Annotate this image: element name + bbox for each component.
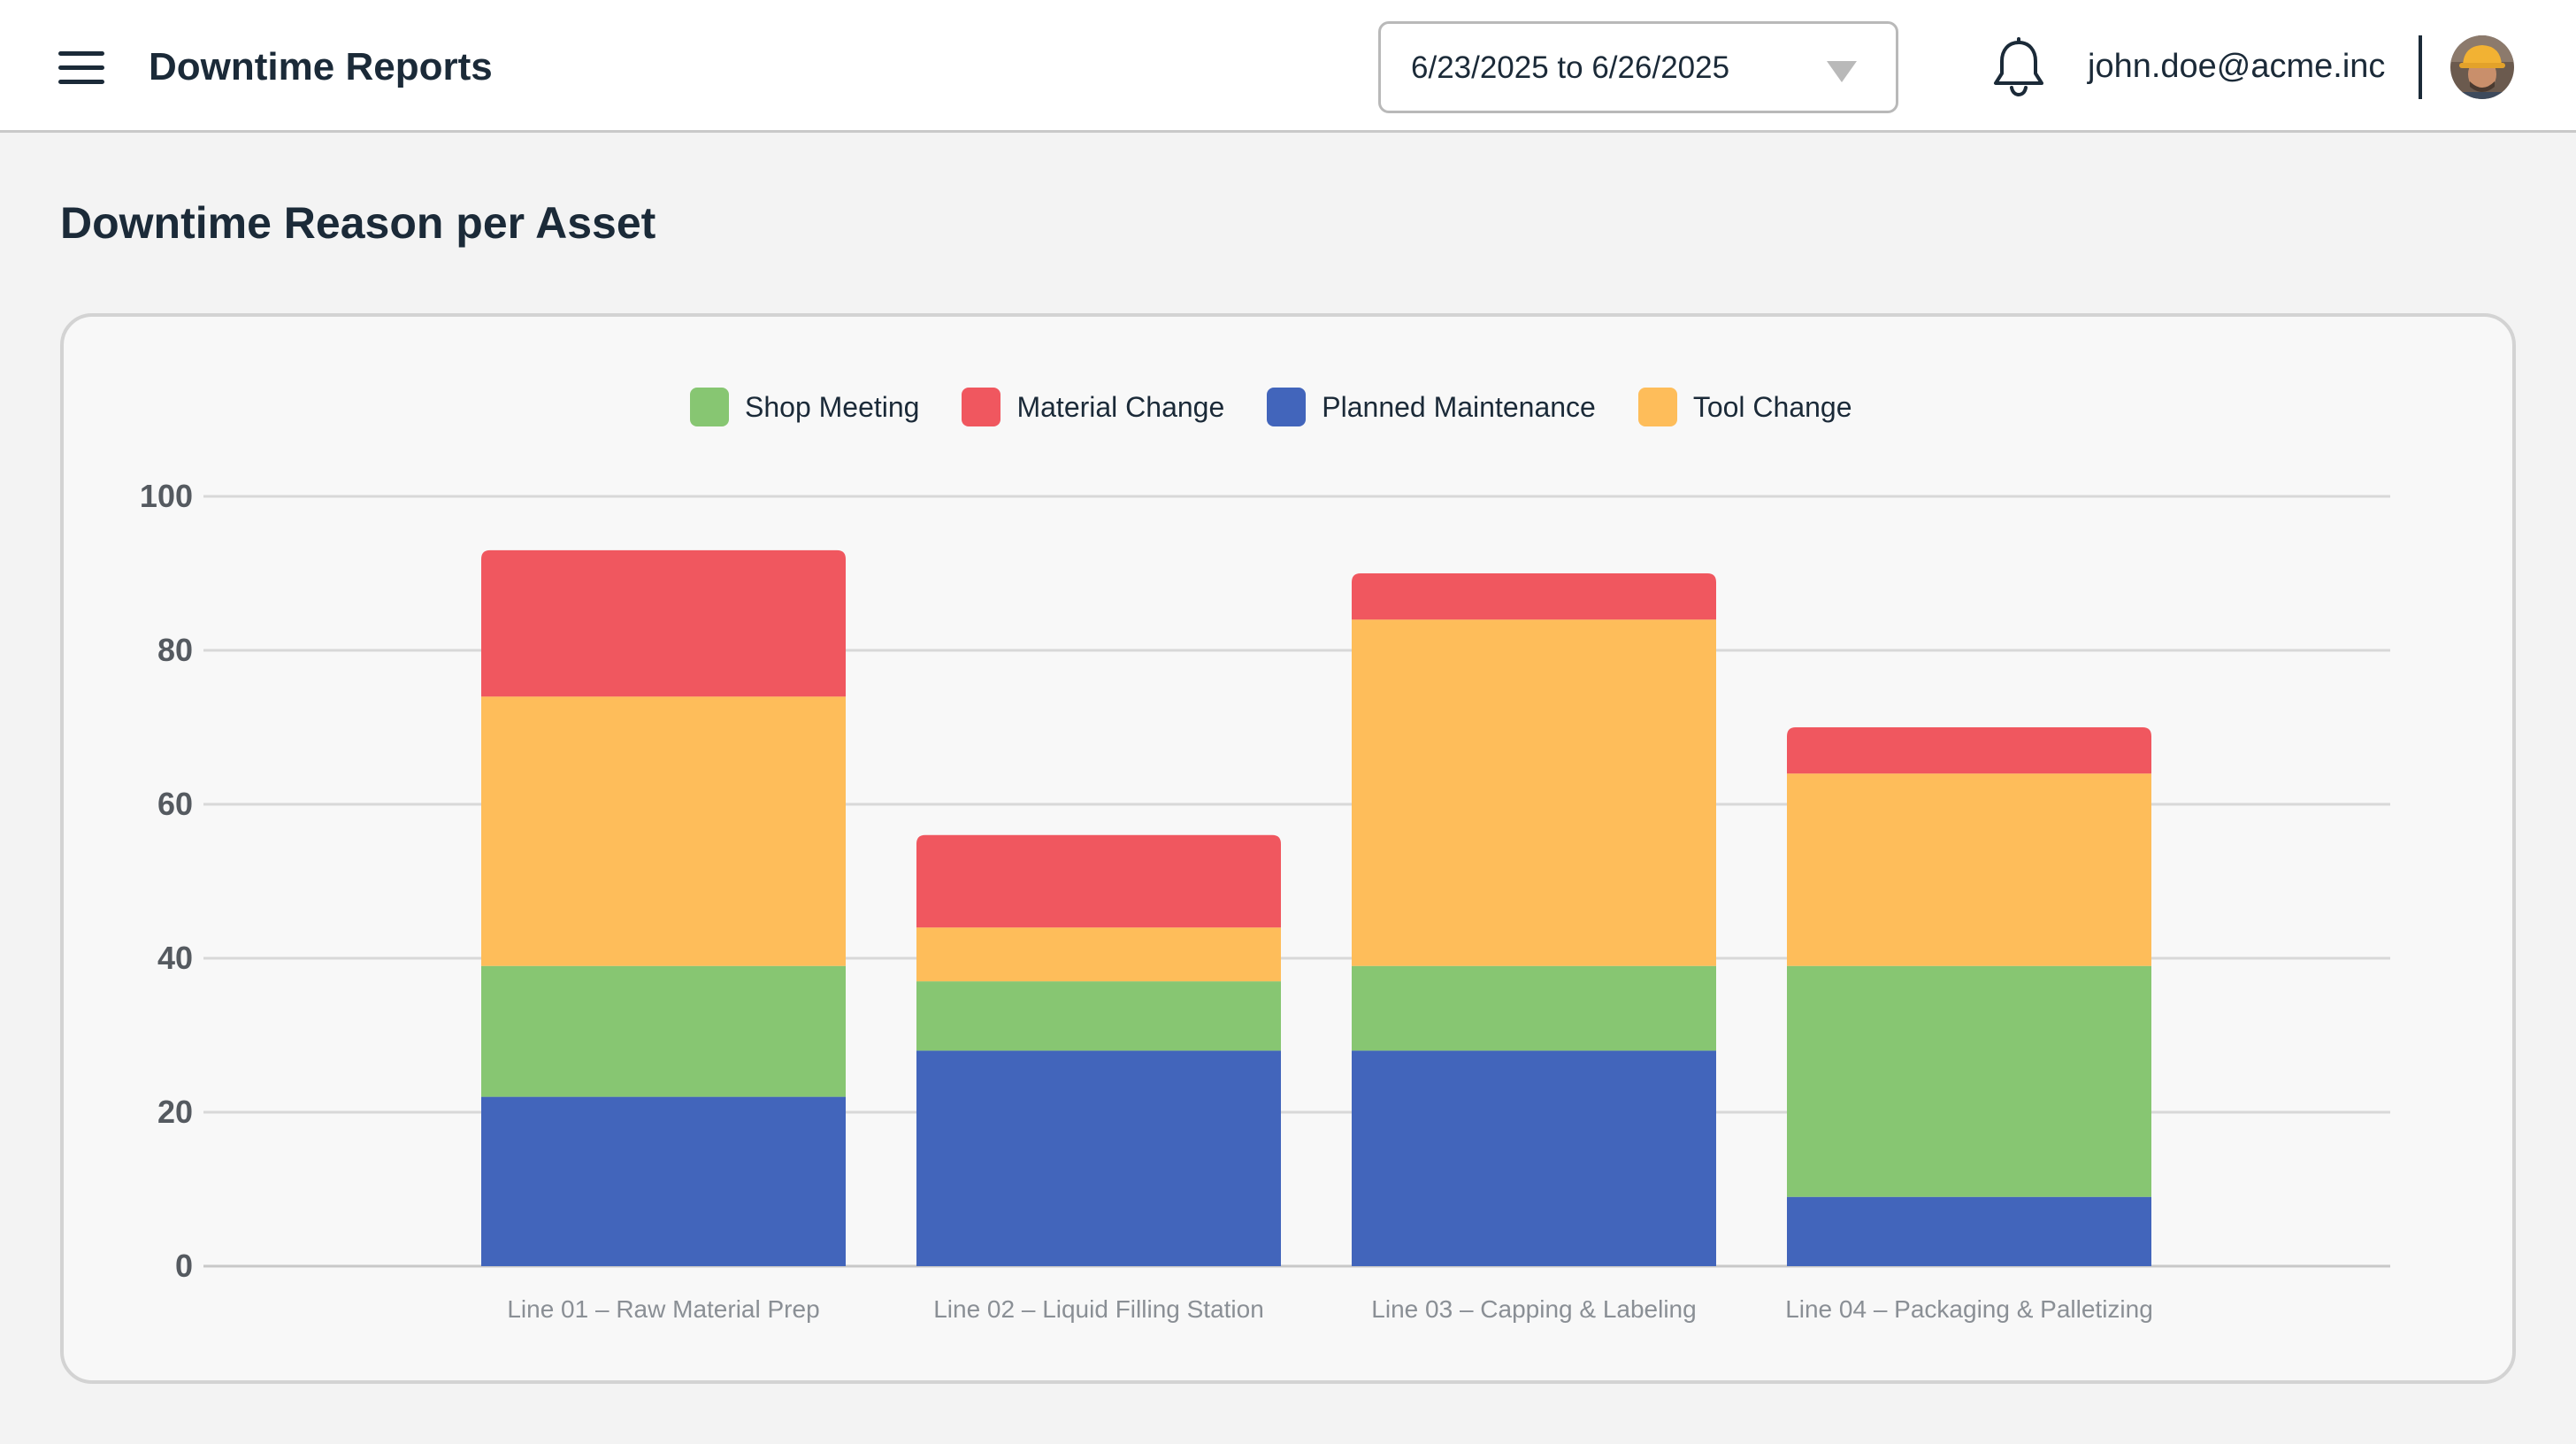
legend-item-planned-maintenance[interactable]: Planned Maintenance xyxy=(1267,388,1596,426)
bar-segment-shop-meeting[interactable] xyxy=(1787,965,2151,1197)
bar-segment-planned-maintenance[interactable] xyxy=(1787,1196,2151,1266)
y-tick-label: 0 xyxy=(175,1248,193,1284)
bar-segment-material-change[interactable] xyxy=(1787,727,2151,774)
bar-segment-shop-meeting[interactable] xyxy=(481,965,846,1097)
top-bar: Downtime Reports 6/23/2025 to 6/26/2025 … xyxy=(0,0,2576,133)
x-category-label: Line 03 – Capping & Labeling xyxy=(1371,1295,1696,1323)
hamburger-menu-icon[interactable] xyxy=(58,51,104,85)
y-tick-label: 60 xyxy=(157,786,193,822)
bar-segment-material-change[interactable] xyxy=(916,834,1281,928)
bar-segment-tool-change[interactable] xyxy=(1787,773,2151,966)
date-range-value: 6/23/2025 to 6/26/2025 xyxy=(1411,50,1730,85)
legend-label: Planned Maintenance xyxy=(1322,391,1596,423)
bar-segment-planned-maintenance[interactable] xyxy=(916,1050,1281,1266)
bar-segment-shop-meeting[interactable] xyxy=(1352,965,1716,1051)
legend-item-material-change[interactable]: Material Change xyxy=(962,388,1224,426)
legend-item-tool-change[interactable]: Tool Change xyxy=(1637,388,1852,426)
y-tick-label: 100 xyxy=(140,478,193,514)
y-tick-label: 20 xyxy=(157,1094,193,1130)
user-email[interactable]: john.doe@acme.inc xyxy=(2088,48,2386,85)
chart-legend: Shop Meeting Material Change Planned Mai… xyxy=(690,386,1895,428)
avatar[interactable] xyxy=(2450,35,2514,99)
legend-swatch xyxy=(690,388,729,426)
header-divider xyxy=(2419,35,2422,99)
bar-segment-material-change[interactable] xyxy=(1352,573,1716,620)
y-tick-label: 40 xyxy=(157,940,193,976)
legend-item-shop-meeting[interactable]: Shop Meeting xyxy=(690,388,919,426)
bar-segment-tool-change[interactable] xyxy=(916,927,1281,982)
x-category-label: Line 01 – Raw Material Prep xyxy=(507,1295,819,1323)
bar-segment-shop-meeting[interactable] xyxy=(916,981,1281,1051)
legend-swatch xyxy=(1267,388,1307,426)
bar-segment-tool-change[interactable] xyxy=(1352,619,1716,966)
page-title: Downtime Reason per Asset xyxy=(60,198,656,248)
bell-icon[interactable] xyxy=(1990,37,2047,97)
bar-segment-planned-maintenance[interactable] xyxy=(481,1096,846,1266)
legend-swatch xyxy=(1637,388,1677,426)
bar-segment-tool-change[interactable] xyxy=(481,696,846,966)
legend-label: Material Change xyxy=(1016,391,1225,423)
date-range-select[interactable]: 6/23/2025 to 6/26/2025 xyxy=(1378,21,1898,113)
legend-label: Tool Change xyxy=(1692,391,1852,423)
app-title: Downtime Reports xyxy=(149,45,493,88)
caret-down-icon xyxy=(1827,61,1857,82)
x-category-label: Line 02 – Liquid Filling Station xyxy=(933,1295,1264,1323)
legend-swatch xyxy=(962,388,1001,426)
x-category-label: Line 04 – Packaging & Palletizing xyxy=(1785,1295,2153,1323)
bar-segment-planned-maintenance[interactable] xyxy=(1352,1050,1716,1266)
legend-label: Shop Meeting xyxy=(745,391,920,423)
bar-segment-material-change[interactable] xyxy=(481,549,846,697)
y-tick-label: 80 xyxy=(157,632,193,668)
